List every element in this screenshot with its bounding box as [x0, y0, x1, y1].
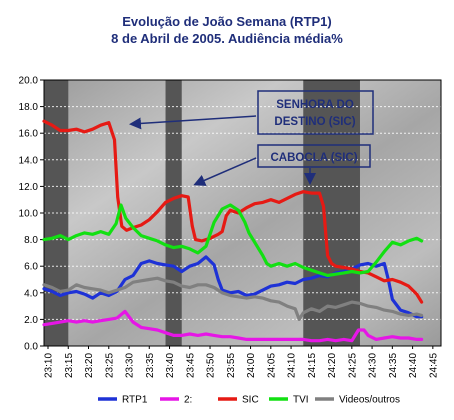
annotation-box [257, 144, 371, 168]
x-tick-label: 23:10 [44, 353, 55, 378]
annotation-label: SENHORA DO [276, 99, 354, 111]
series-line-2 [42, 309, 424, 343]
annotation-label: CABOCLA (SIC) [270, 152, 357, 164]
y-tick-label: 2.0 [24, 315, 38, 326]
legend-label: TVI [293, 395, 309, 406]
x-tick-label: 23:25 [104, 353, 115, 378]
y-axis: 0.0 2.0 4.0 6.0 8.0 10.0 12.0 14.0 16.0 18.0 20.0 [19, 76, 44, 353]
x-tick-label: 24:45 [428, 353, 439, 378]
x-tick-label: 24:40 [408, 353, 419, 378]
series-line-videos-outros [42, 276, 424, 321]
x-tick-label: 24:10 [287, 353, 298, 378]
annotation-box [257, 90, 374, 135]
x-tick-label: 23:35 [145, 353, 156, 378]
legend-label: 2: [184, 395, 192, 406]
annotation-label: DESTINO (SIC) [274, 116, 355, 128]
y-tick-label: 12.0 [19, 182, 39, 193]
x-tick-label: 24:00 [246, 353, 257, 378]
x-tick-label: 23:40 [165, 353, 176, 378]
x-tick-label: 23:15 [64, 353, 75, 378]
x-tick-label: 23:20 [84, 353, 95, 378]
annotation-arrow [129, 115, 257, 130]
x-tick-label: 23:55 [226, 353, 237, 378]
annotation-arrow [193, 157, 257, 186]
y-tick-label: 18.0 [19, 102, 39, 113]
x-axis: 23:10 23:15 23:20 23:25 23:30 23:35 23:40 23:45… [44, 346, 439, 378]
series-line-sic [42, 119, 424, 304]
x-tick-label: 23:30 [125, 353, 136, 378]
legend: RTP1 2: SIC TVI Videos/outros [98, 395, 400, 406]
series-line-rtp1 [42, 255, 424, 319]
legend-label: SIC [242, 395, 259, 406]
annotations: SENHORA DO DESTINO (SIC) CABOCLA (SIC) [129, 90, 374, 186]
y-tick-label: 10.0 [19, 209, 39, 220]
x-tick-label: 24:05 [266, 353, 277, 378]
x-tick-label: 23:45 [185, 353, 196, 378]
series-line-tvi [42, 203, 424, 278]
legend-label: RTP1 [122, 395, 148, 406]
series-lines [42, 119, 424, 343]
y-tick-label: 0.0 [24, 342, 38, 353]
legend-label: Videos/outros [339, 395, 400, 406]
x-tick-label: 24:35 [388, 353, 399, 378]
y-tick-label: 8.0 [24, 235, 38, 246]
y-tick-label: 20.0 [19, 76, 39, 87]
y-tick-label: 14.0 [19, 155, 39, 166]
y-tick-label: 16.0 [19, 129, 39, 140]
x-tick-label: 24:30 [368, 353, 379, 378]
x-tick-label: 24:25 [347, 353, 358, 378]
chart-title-line1: Evolução de João Semana (RTP1) [122, 14, 332, 29]
y-tick-label: 4.0 [24, 288, 38, 299]
x-tick-label: 23:50 [206, 353, 217, 378]
x-tick-label: 24:20 [327, 353, 338, 378]
y-tick-label: 6.0 [24, 262, 38, 273]
chart-title-line2: 8 de Abril de 2005. Audiência média% [111, 31, 343, 46]
x-tick-label: 24:15 [307, 353, 318, 378]
